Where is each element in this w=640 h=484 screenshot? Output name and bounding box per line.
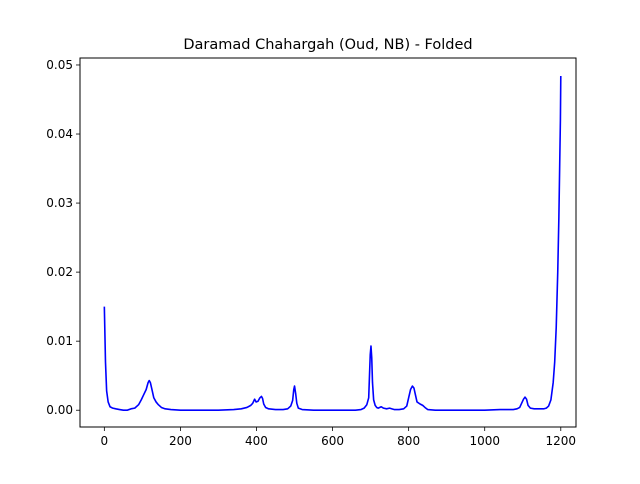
y-tick-label: 0.04 bbox=[46, 127, 73, 141]
x-tick-label: 1200 bbox=[546, 434, 577, 448]
series-line bbox=[103, 76, 562, 412]
y-tick-label: 0.05 bbox=[46, 58, 73, 72]
x-axis: 0 200 400 600 800 1000 1200 bbox=[101, 427, 577, 448]
x-tick-label: 200 bbox=[169, 434, 192, 448]
y-tick-label: 0.01 bbox=[46, 334, 73, 348]
y-tick-label: 0.00 bbox=[46, 403, 73, 417]
x-tick-label: 400 bbox=[245, 434, 268, 448]
y-axis: 0.00 0.01 0.02 0.03 0.04 0.05 bbox=[46, 58, 80, 417]
y-tick-label: 0.03 bbox=[46, 196, 73, 210]
x-tick-label: 0 bbox=[101, 434, 109, 448]
chart-title: Daramad Chahargah (Oud, NB) - Folded bbox=[183, 37, 472, 53]
x-tick-label: 1000 bbox=[469, 434, 500, 448]
y-tick-label: 0.02 bbox=[46, 265, 73, 279]
plot-area bbox=[103, 76, 562, 412]
x-tick-label: 800 bbox=[397, 434, 420, 448]
x-tick-label: 600 bbox=[321, 434, 344, 448]
axes-frame bbox=[79, 57, 577, 428]
